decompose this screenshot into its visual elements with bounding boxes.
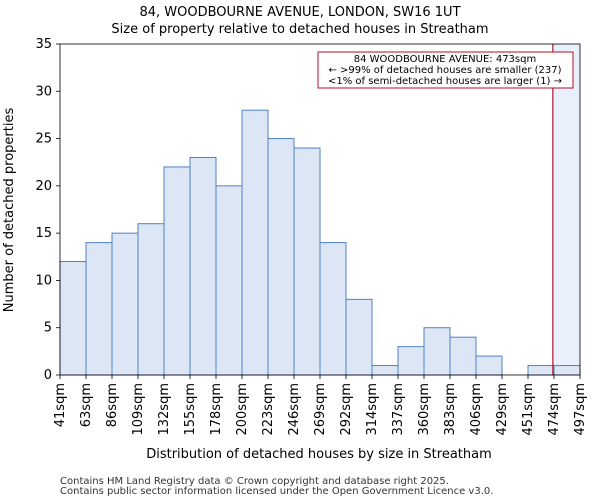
y-tick-label: 10 [35,273,52,288]
y-tick-label: 20 [35,179,52,194]
bar-383sqm [449,336,477,376]
x-tick-label: 383sqm [443,383,458,436]
x-tick-label: 109sqm [131,383,146,436]
annotation-line-3: <1% of semi-detached houses are larger (… [328,76,562,87]
footer-copyright: Contains HM Land Registry data © Crown c… [60,476,449,487]
bars-group [59,109,581,376]
annotation-box: 84 WOODBOURNE AVENUE: 473sqm ← >99% of d… [317,51,574,89]
bar-406sqm [475,355,503,376]
x-tick-label: 132sqm [157,383,172,436]
bar-269sqm [319,242,347,376]
bar-223sqm [267,138,295,376]
x-tick-label: 223sqm [261,383,276,436]
x-tick-label: 178sqm [209,383,224,436]
chart-title-line-1: 84, WOODBOURNE AVENUE, LONDON, SW16 1UT [139,5,460,20]
y-tick-label: 35 [35,37,52,52]
bar-337sqm [397,346,425,376]
x-tick-label: 86sqm [105,383,120,427]
x-tick-label: 314sqm [365,383,380,436]
bar-360sqm [423,327,451,376]
x-tick-label: 474sqm [547,383,562,436]
x-tick-label: 360sqm [417,383,432,436]
x-tick-label: 406sqm [469,383,484,436]
x-tick-label: 337sqm [391,383,406,436]
y-tick-label: 5 [44,321,52,336]
bar-41sqm [59,261,87,376]
bar-109sqm [137,223,165,376]
y-axis-label: Number of detached properties [2,108,17,313]
x-tick-label: 292sqm [339,383,354,436]
bar-246sqm [293,147,321,376]
annotation-line-2: ← >99% of detached houses are smaller (2… [328,65,561,76]
x-tick-label: 155sqm [183,383,198,436]
y-tick-label: 25 [35,132,52,147]
y-tick-label: 15 [35,226,52,241]
bar-63sqm [85,242,113,376]
bar-155sqm [189,156,217,376]
bar-132sqm [163,166,191,376]
x-tick-label: 41sqm [53,383,68,427]
annotation-line-1: 84 WOODBOURNE AVENUE: 473sqm [354,54,536,65]
chart-title-line-2: Size of property relative to detached ho… [111,22,488,37]
annotation-border [317,51,574,89]
x-axis-label: Distribution of detached houses by size … [146,447,492,462]
y-ticks-group: 0 5 10 15 20 25 30 35 [35,37,60,383]
bar-178sqm [215,185,243,376]
footer-licence: Contains public sector information licen… [60,486,493,497]
x-ticks-group: 41sqm 63sqm 86sqm 109sqm 132sqm 155sqm 178sqm 2… [53,375,588,436]
x-tick-label: 269sqm [313,383,328,436]
bar-86sqm [111,232,139,376]
bar-474sqm [553,365,581,376]
x-tick-label: 63sqm [79,383,94,427]
bar-451sqm [527,365,555,376]
highlight-region [552,44,580,375]
y-tick-label: 0 [44,368,52,383]
x-tick-label: 429sqm [495,383,510,436]
highlight-region-group [552,44,580,375]
bar-292sqm [345,298,373,376]
x-tick-label: 451sqm [521,383,536,436]
bar-200sqm [241,109,269,376]
x-tick-label: 246sqm [287,383,302,436]
x-tick-label: 497sqm [573,383,588,436]
bar-314sqm [371,365,399,376]
x-tick-label: 200sqm [235,383,250,436]
y-tick-label: 30 [35,84,52,99]
